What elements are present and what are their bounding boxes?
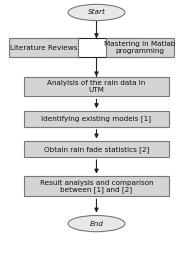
Text: Obtain rain fade statistics [2]: Obtain rain fade statistics [2]: [44, 146, 149, 153]
Text: Result analysis and comparison
between [1] and [2]: Result analysis and comparison between […: [40, 180, 153, 193]
FancyBboxPatch shape: [9, 38, 78, 57]
FancyBboxPatch shape: [24, 111, 169, 127]
Text: Mastering in Matlab
programming: Mastering in Matlab programming: [104, 41, 176, 54]
Text: Identifying existing models [1]: Identifying existing models [1]: [41, 115, 151, 122]
Ellipse shape: [68, 4, 125, 21]
Text: Literature Reviews: Literature Reviews: [10, 45, 77, 51]
FancyBboxPatch shape: [24, 176, 169, 196]
FancyBboxPatch shape: [24, 77, 169, 97]
Ellipse shape: [68, 215, 125, 232]
FancyBboxPatch shape: [106, 38, 174, 57]
Text: Start: Start: [88, 9, 105, 16]
Text: End: End: [89, 221, 103, 227]
FancyBboxPatch shape: [24, 141, 169, 157]
Text: Analyisis of the rain data in
UTM: Analyisis of the rain data in UTM: [47, 80, 146, 93]
